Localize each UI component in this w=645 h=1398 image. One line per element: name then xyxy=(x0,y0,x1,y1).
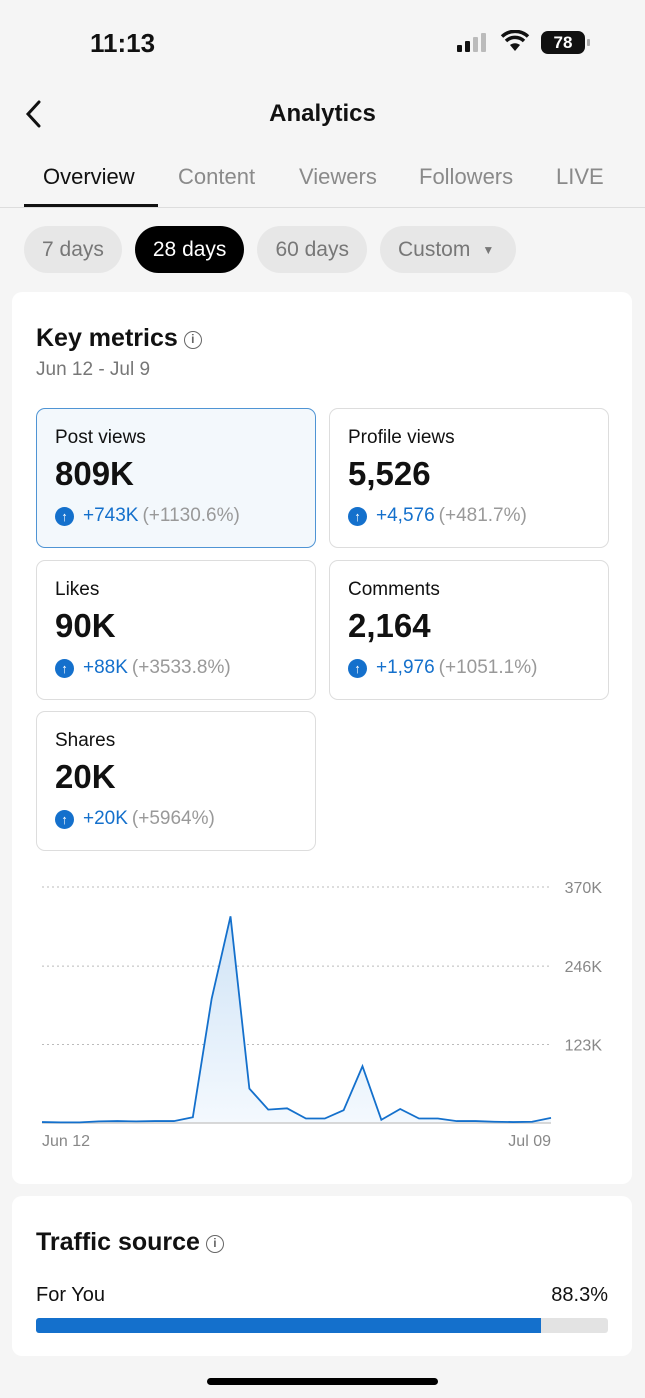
tab-live[interactable]: LIVE xyxy=(556,164,604,189)
metric-delta: +4,576 xyxy=(376,505,435,526)
traffic-source-card: Traffic source i For You 88.3% xyxy=(12,1196,632,1356)
metric-delta: +1,976 xyxy=(376,657,435,678)
traffic-label: For You xyxy=(36,1284,105,1306)
key-metrics-card: Key metrics i Jun 12 - Jul 9 Post views 8… xyxy=(12,292,632,1184)
metric-card-profile-views[interactable]: Profile views 5,526 ↑ +4,576 (+481.7%) xyxy=(329,408,609,548)
metric-value: 90K xyxy=(55,607,116,644)
custom-label: Custom xyxy=(398,238,471,261)
status-bar: 11:13 78 xyxy=(0,0,645,88)
y-tick-label: 123K xyxy=(565,1038,603,1055)
x-tick-label-end: Jul 09 xyxy=(508,1133,551,1150)
traffic-value: 88.3% xyxy=(551,1284,608,1306)
cellular-signal-icon xyxy=(457,33,486,52)
arrow-up-icon: ↑ xyxy=(55,658,74,678)
metric-percent: (+3533.8%) xyxy=(131,657,231,678)
traffic-bar-fill xyxy=(36,1318,542,1333)
traffic-bar xyxy=(36,1318,608,1333)
range-60-days[interactable]: 60 days xyxy=(257,226,367,273)
date-range-selector: 7 days 28 days 60 days Custom ▼ xyxy=(24,226,517,273)
metric-label: Post views xyxy=(55,427,146,448)
series-line xyxy=(41,916,552,1124)
metric-card-comments[interactable]: Comments 2,164 ↑ +1,976 (+1051.1%) xyxy=(329,560,609,700)
arrow-up-icon: ↑ xyxy=(55,506,74,526)
x-tick-label-start: Jun 12 xyxy=(42,1133,90,1150)
metric-label: Likes xyxy=(55,579,100,600)
page-title: Analytics xyxy=(269,100,376,127)
info-icon[interactable]: i xyxy=(205,1235,224,1253)
metric-label: Comments xyxy=(348,579,440,600)
tab-viewers[interactable]: Viewers xyxy=(299,164,377,189)
key-metrics-title: Key metrics i xyxy=(36,324,202,353)
metric-value: 809K xyxy=(55,455,134,492)
metric-value: 20K xyxy=(55,758,116,795)
area-fill xyxy=(42,916,551,1123)
metric-value: 2,164 xyxy=(348,607,431,644)
tab-overview[interactable]: Overview xyxy=(43,164,135,189)
metric-delta: +88K xyxy=(83,657,128,678)
metric-value: 5,526 xyxy=(348,455,431,492)
arrow-up-icon: ↑ xyxy=(55,809,74,829)
metric-delta: +743K xyxy=(83,505,139,526)
metric-card-shares[interactable]: Shares 20K ↑ +20K (+5964%) xyxy=(36,711,316,851)
home-indicator[interactable] xyxy=(207,1378,438,1385)
traffic-source-title: Traffic source i xyxy=(36,1228,224,1257)
metric-delta: +20K xyxy=(83,808,128,829)
info-icon[interactable]: i xyxy=(183,331,202,349)
dropdown-caret-icon: ▼ xyxy=(482,243,495,257)
metric-change: ↑ +20K (+5964%) xyxy=(55,808,297,830)
range-28-days[interactable]: 28 days xyxy=(134,226,245,273)
tab-followers[interactable]: Followers xyxy=(419,164,514,189)
wifi-icon xyxy=(500,30,530,51)
metric-card-likes[interactable]: Likes 90K ↑ +88K (+3533.8%) xyxy=(36,560,316,700)
tab-bar: Overview Content Viewers Followers LIVE xyxy=(0,150,645,208)
metric-change: ↑ +88K (+3533.8%) xyxy=(55,657,297,679)
metric-label: Shares xyxy=(55,730,116,751)
back-icon[interactable] xyxy=(22,98,46,130)
traffic-source-title-text: Traffic source xyxy=(36,1228,200,1256)
metric-change: ↑ +4,576 (+481.7%) xyxy=(348,505,590,527)
header: Analytics xyxy=(0,88,645,142)
metric-percent: (+5964%) xyxy=(131,808,215,829)
y-tick-label: 246K xyxy=(565,959,603,976)
metric-label: Profile views xyxy=(348,427,455,448)
metric-percent: (+481.7%) xyxy=(438,505,527,526)
active-tab-indicator xyxy=(24,204,158,207)
clock: 11:13 xyxy=(90,28,156,58)
metric-card-post-views[interactable]: Post views 809K ↑ +743K (+1130.6%) xyxy=(36,408,316,548)
metric-percent: (+1130.6%) xyxy=(142,505,240,526)
metric-change: ↑ +1,976 (+1051.1%) xyxy=(348,657,590,679)
post-views-chart: 370K 246K 123K Jun 12 Jul 09 xyxy=(41,880,603,1150)
battery-icon: 78 xyxy=(541,31,590,54)
range-7-days[interactable]: 7 days xyxy=(24,226,122,273)
tab-content[interactable]: Content xyxy=(178,164,256,189)
key-metrics-title-text: Key metrics xyxy=(36,324,178,352)
metric-change: ↑ +743K (+1130.6%) xyxy=(55,505,297,527)
y-tick-label: 370K xyxy=(565,880,603,897)
arrow-up-icon: ↑ xyxy=(348,506,367,526)
arrow-up-icon: ↑ xyxy=(348,658,367,678)
range-custom[interactable]: Custom ▼ xyxy=(380,226,517,273)
date-range-label: Jun 12 - Jul 9 xyxy=(36,359,151,380)
metric-percent: (+1051.1%) xyxy=(438,657,538,678)
